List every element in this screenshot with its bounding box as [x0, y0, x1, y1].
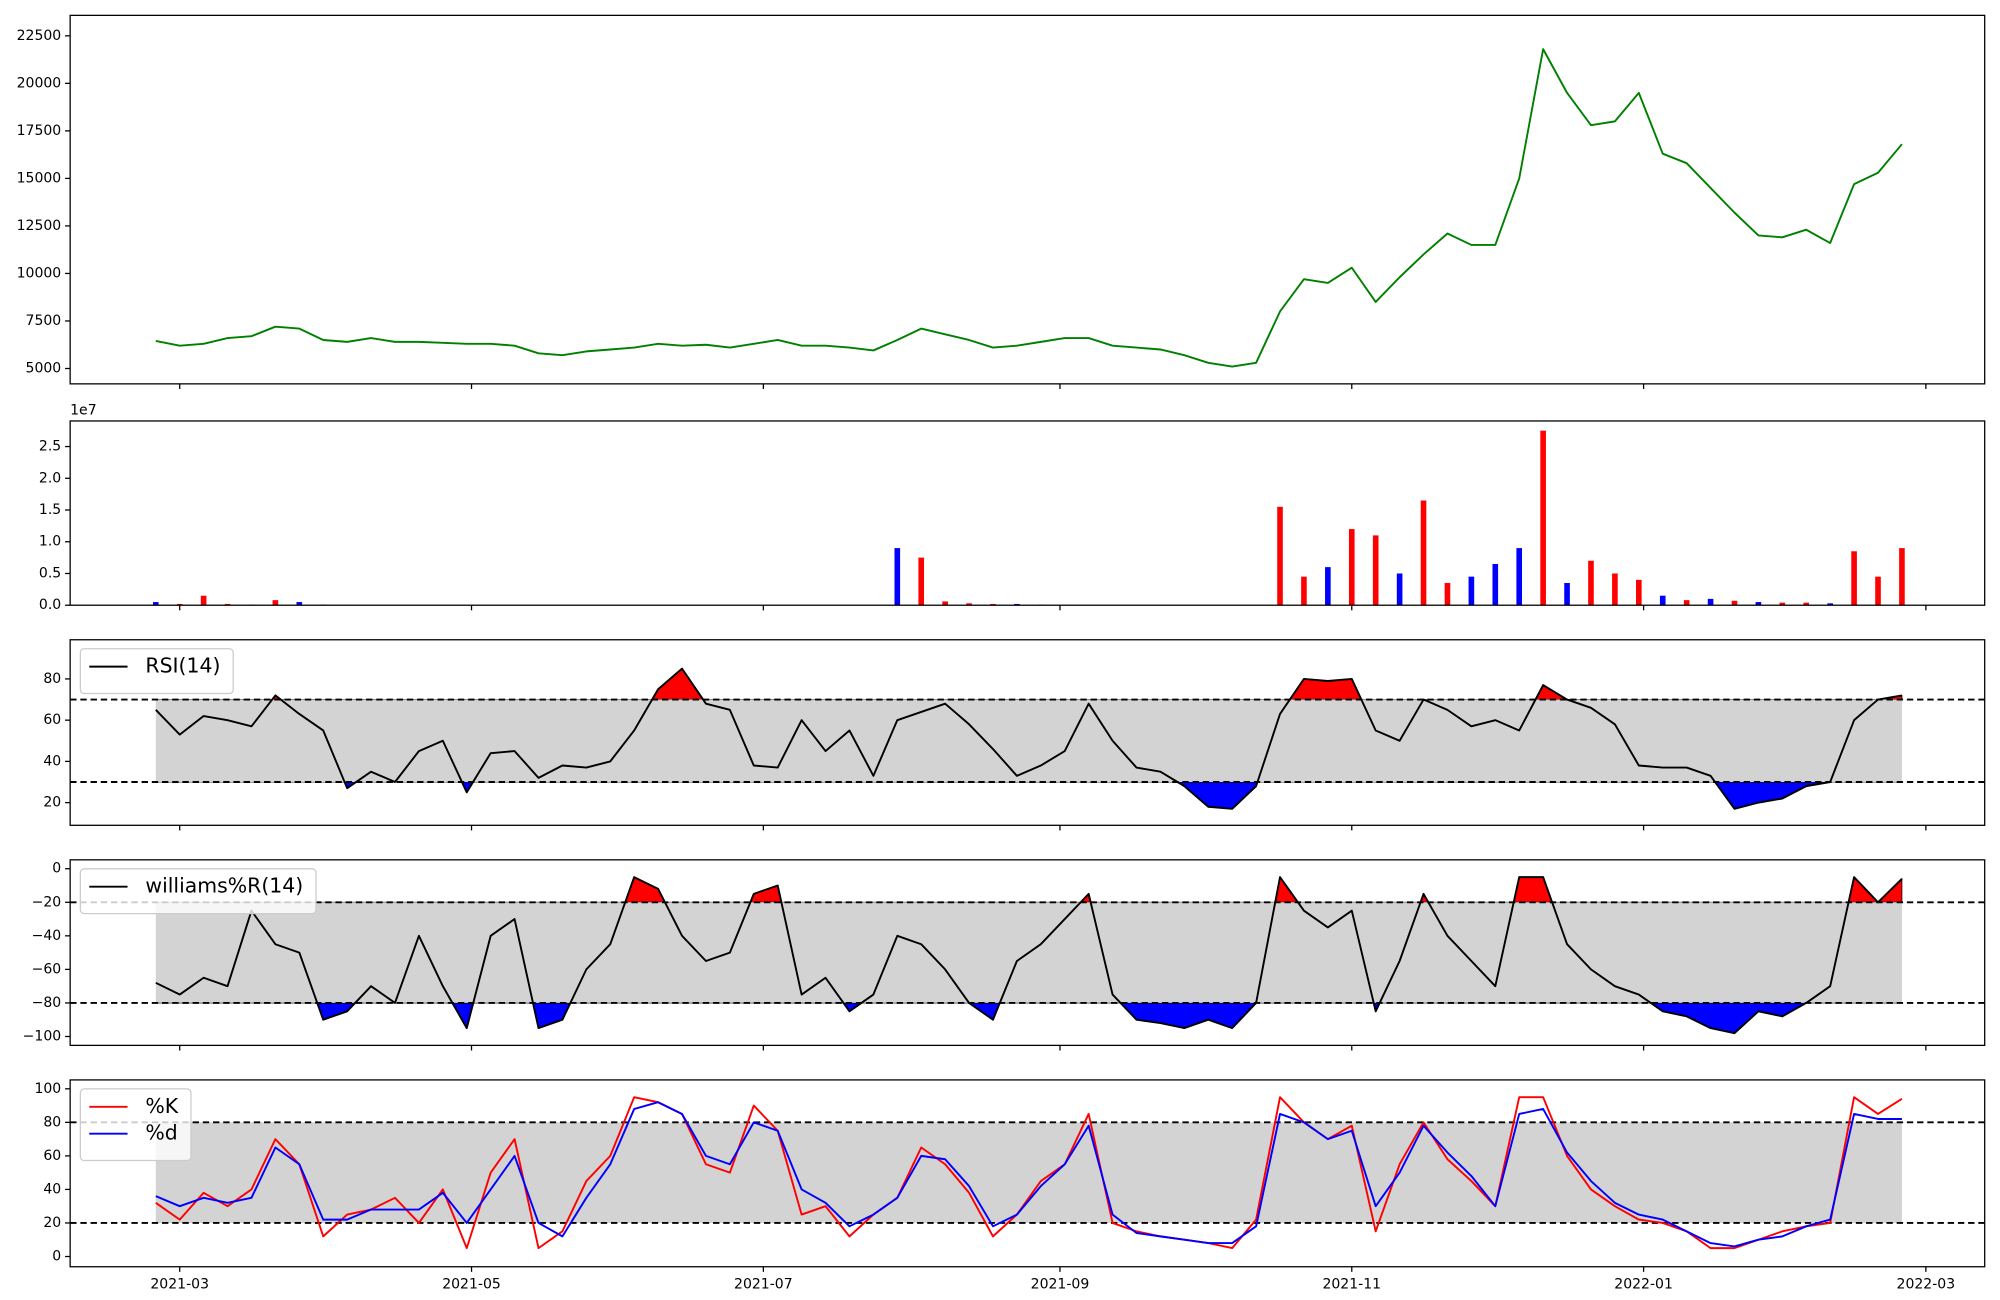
y-tick-label: 40 [43, 753, 61, 769]
panel-frame [69, 14, 1986, 385]
x-tick-label: 2021-09 [1031, 1277, 1090, 1293]
volume-bar [152, 602, 159, 606]
y-tick-label: 0 [52, 1248, 61, 1264]
x-tick-label: 2022-01 [1614, 1277, 1673, 1293]
y-tick-label: 0.5 [39, 565, 61, 581]
volume-bar [1588, 560, 1594, 606]
volume-bar [1636, 579, 1642, 606]
y-tick-label: 40 [43, 1181, 61, 1197]
volume-bar [1707, 598, 1714, 606]
volume-bar [1659, 595, 1666, 606]
y-tick-label: 100 [34, 1081, 61, 1097]
legend-box [79, 648, 234, 695]
y-tick-label: 1.5 [39, 502, 61, 518]
volume-bar [1612, 573, 1618, 606]
volume-bar [1396, 573, 1403, 606]
oversold-fill [155, 782, 1903, 810]
volume-bar [1779, 602, 1786, 606]
volume-bar [1468, 576, 1475, 606]
volume-bar [1731, 600, 1738, 606]
legend-label: %K [145, 1094, 178, 1118]
y-tick-label: 12500 [17, 218, 62, 234]
y-tick-label: 0 [52, 861, 61, 877]
volume-bar [200, 595, 207, 606]
panel-frame [69, 639, 1986, 826]
y-tick-label: 5000 [26, 360, 62, 376]
x-tick-label: 2021-07 [734, 1277, 793, 1293]
y-tick-label: 2.5 [39, 439, 61, 455]
y-tick-label: 2.0 [39, 470, 61, 486]
y-tick-label: −60 [32, 961, 62, 977]
volume-bar [1827, 603, 1833, 606]
panel-frame [69, 1079, 1986, 1268]
price-line [155, 48, 1903, 368]
volume-bar [1372, 535, 1379, 606]
volume-bar [1851, 551, 1857, 606]
y-tick-label: 20 [43, 1215, 61, 1231]
y-tick-label: 60 [43, 712, 61, 728]
volume-bar [1492, 563, 1499, 606]
oversold-fill [155, 1002, 1903, 1034]
y-offset-label: 1e7 [70, 403, 96, 419]
volume-bar [1444, 583, 1451, 606]
indicator-line [155, 667, 1903, 810]
volume-bar [272, 600, 279, 606]
y-tick-label: −80 [32, 995, 62, 1011]
volume-bar [1325, 567, 1331, 606]
indicator-line [155, 1101, 1902, 1248]
x-tick-label: 2021-11 [1322, 1277, 1381, 1293]
legend: williams%R(14) [79, 868, 317, 915]
y-tick-label: 80 [43, 1114, 61, 1130]
x-tick-label: 2021-05 [442, 1277, 501, 1293]
x-tick-label: 2022-03 [1897, 1277, 1956, 1293]
y-tick-label: 10000 [17, 265, 62, 281]
volume-bar [296, 602, 303, 606]
y-tick-label: 7500 [26, 313, 62, 329]
volume-bar [1803, 602, 1810, 606]
neutral-band [155, 699, 1902, 783]
legend-label: williams%R(14) [145, 874, 303, 898]
volume-bar [1420, 500, 1427, 606]
volume-bar [966, 603, 972, 606]
panel-frame [69, 420, 1986, 606]
y-tick-label: 0.0 [39, 597, 61, 613]
legend: RSI(14) [79, 648, 234, 695]
y-tick-label: −40 [32, 928, 62, 944]
volume-bar [1755, 602, 1762, 606]
neutral-band [155, 1122, 1902, 1223]
legend: %K %d [79, 1088, 192, 1162]
volume-bar [1564, 583, 1570, 606]
x-tick-label: 2021-03 [150, 1277, 209, 1293]
y-tick-label: 60 [43, 1148, 61, 1164]
y-tick-label: 15000 [17, 170, 62, 186]
volume-bar [1277, 506, 1283, 606]
volume-bar [894, 548, 901, 606]
legend-label: %d [145, 1121, 177, 1145]
volume-bar [1540, 430, 1546, 606]
volume-bar [942, 601, 948, 606]
volume-bar [1875, 576, 1881, 606]
y-tick-label: −20 [32, 894, 62, 910]
overbought-fill [155, 668, 1903, 700]
y-tick-label: 22500 [17, 28, 62, 44]
y-tick-label: 80 [43, 671, 61, 687]
y-tick-label: 20000 [17, 75, 62, 91]
volume-bar [1301, 576, 1307, 606]
panel-frame [69, 859, 1986, 1047]
volume-bar [1348, 529, 1355, 606]
volume-bar [1899, 548, 1905, 606]
legend-box [79, 868, 317, 915]
volume-bar [1683, 600, 1690, 606]
volume-bar [1516, 548, 1523, 606]
volume-bar [918, 557, 925, 606]
legend-label: RSI(14) [145, 654, 220, 678]
y-tick-label: 20 [43, 795, 61, 811]
y-tick-label: −100 [23, 1028, 62, 1044]
y-tick-label: 17500 [17, 123, 62, 139]
indicator-line [155, 876, 1903, 1035]
y-tick-label: 1.0 [39, 534, 61, 550]
